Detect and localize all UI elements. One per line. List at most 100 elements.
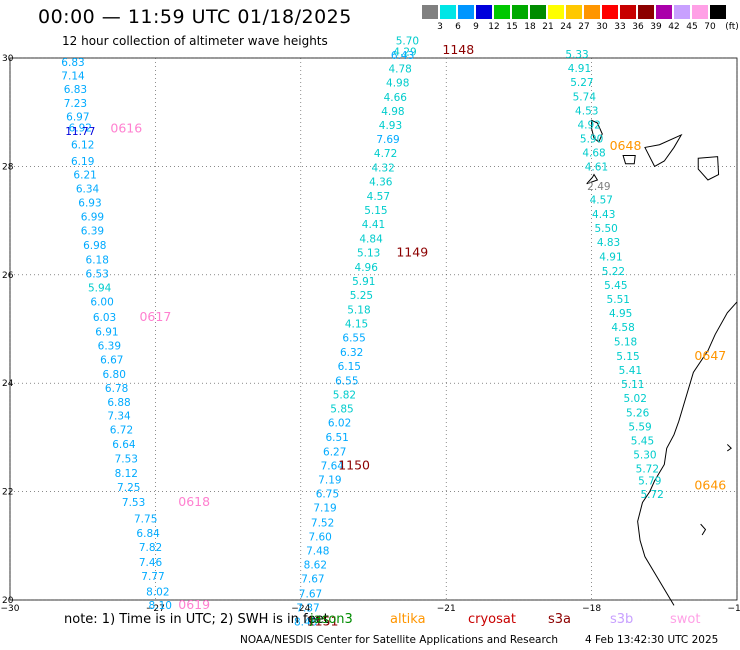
lat-tick-label: 28 [2, 162, 14, 172]
wave-height-value: 5.11 [621, 379, 644, 391]
legend-swatch [440, 5, 456, 19]
coastline [586, 119, 738, 606]
wave-height-value: 5.18 [347, 304, 370, 316]
wave-height-value: 6.39 [98, 341, 121, 353]
wave-height-value: 8.02 [146, 587, 169, 599]
lon-tick-label: −21 [437, 604, 456, 614]
wave-height-value: 6.55 [342, 332, 365, 344]
legend-tick-label: 70 [704, 22, 716, 32]
island-outline [697, 156, 720, 181]
wave-height-value: 7.48 [306, 545, 329, 557]
wave-height-value: 5.15 [364, 205, 387, 217]
wave-height-value: 4.95 [609, 308, 632, 320]
lat-tick-label: 24 [2, 379, 14, 389]
graticule [9, 57, 738, 601]
wave-height-value: 7.34 [107, 411, 131, 423]
legend-tick-label: 30 [596, 22, 608, 32]
legend-tick-label: 36 [632, 22, 644, 32]
wave-height-value: 11.77 [65, 126, 95, 138]
satellite-legend-item: s3b [610, 612, 634, 627]
wave-height-value: 6.32 [340, 347, 363, 359]
wave-height-value: 6.99 [81, 212, 104, 224]
wave-height-value: 4.93 [379, 120, 402, 132]
wave-height-value: 7.19 [313, 503, 336, 515]
wave-height-value: 6.88 [107, 397, 130, 409]
pass-time-label: 1150 [338, 457, 370, 472]
wave-height-value: 4.84 [359, 233, 383, 245]
wave-height-value: 6.18 [86, 254, 109, 266]
africa-coastline [637, 301, 738, 606]
satellite-legend-item: altika [390, 612, 426, 627]
generated-timestamp: 4 Feb 13:42:30 UTC 2025 [585, 634, 719, 646]
legend-tick-label: 15 [506, 22, 518, 32]
lon-tick-label: −27 [146, 604, 165, 614]
wave-height-value: 6.75 [316, 489, 339, 501]
wave-height-value: 6.15 [338, 361, 361, 373]
legend-tick-label: 45 [686, 22, 698, 32]
wave-height-value: 7.69 [376, 134, 399, 146]
wave-height-value: 4.91 [599, 252, 622, 264]
island-outline [644, 133, 683, 168]
footnote: note: 1) Time is in UTC; 2) SWH is in fe… [64, 612, 329, 627]
legend-tick-label: 12 [488, 22, 500, 32]
wave-height-value: 6.43 [391, 50, 414, 62]
wave-height-value: 8.10 [149, 600, 172, 612]
legend-swatch [710, 5, 726, 19]
wave-height-value: 6.34 [76, 183, 100, 195]
legend-swatch [494, 5, 510, 19]
legend-swatch [692, 5, 708, 19]
wave-height-value: 7.75 [134, 513, 157, 525]
wave-height-value: 4.96 [355, 262, 379, 274]
wave-height-value: 8.12 [115, 468, 138, 480]
legend-tick-label: 27 [578, 22, 590, 32]
wave-height-value: 5.27 [570, 77, 593, 89]
lon-tick-label: −30 [1, 604, 20, 614]
wave-height-value: 5.90 [580, 134, 603, 146]
wave-height-value: 7.60 [308, 531, 331, 543]
wave-height-value: 4.83 [597, 237, 620, 249]
map-frame [9, 57, 738, 601]
pass-time-label: 0617 [139, 309, 171, 324]
wave-height-value: 5.72 [636, 464, 659, 476]
legend-swatch [476, 5, 492, 19]
pass-time-label: 1149 [396, 244, 428, 259]
satellite-legend-item: swot [670, 612, 701, 627]
wave-height-value: 5.50 [594, 223, 617, 235]
legend-tick-label: 24 [560, 22, 572, 32]
wave-height-value: 6.19 [71, 156, 94, 168]
wave-height-value: 4.92 [577, 119, 600, 131]
island-outline [586, 173, 599, 185]
wave-height-value: 4.78 [388, 64, 411, 76]
axis-labels: −30 −27 −24 −21 −18 −15 30 28 26 24 22 20 [1, 54, 740, 614]
legend-swatch [584, 5, 600, 19]
wave-height-value: 4.36 [369, 176, 393, 188]
wave-height-value: 7.53 [115, 453, 138, 465]
wave-height-value: 5.85 [330, 403, 353, 415]
legend-swatch [602, 5, 618, 19]
legend-tick-label: 3 [437, 22, 443, 32]
wave-height-value: 5.25 [350, 290, 373, 302]
wave-height-value: 6.53 [86, 269, 109, 281]
wave-height-value: 7.19 [318, 474, 341, 486]
wave-height-value: 5.94 [88, 283, 112, 295]
wave-height-value: 5.79 [638, 476, 661, 488]
lat-tick-label: 30 [2, 54, 14, 64]
legend-swatch [638, 5, 654, 19]
wave-height-value: 5.15 [616, 351, 639, 363]
wave-height-value: 4.72 [374, 148, 397, 160]
wave-height-value: 6.72 [110, 425, 133, 437]
legend-swatch [656, 5, 672, 19]
lat-tick-label: 22 [2, 488, 13, 498]
wave-height-value: 6.27 [323, 446, 346, 458]
wave-height-value: 4.15 [345, 318, 368, 330]
wave-height-value: 5.45 [631, 435, 654, 447]
wave-height-value: 8.48 [294, 616, 317, 628]
wave-height-value: 5.72 [640, 489, 663, 501]
wave-height-value: 7.53 [122, 497, 145, 509]
pass-time-label: 0646 [694, 477, 726, 492]
wave-height-value: 4.91 [568, 63, 591, 75]
island-outline [622, 155, 636, 165]
legend-tick-label: 9 [473, 22, 479, 32]
wave-height-value: 5.82 [333, 389, 356, 401]
